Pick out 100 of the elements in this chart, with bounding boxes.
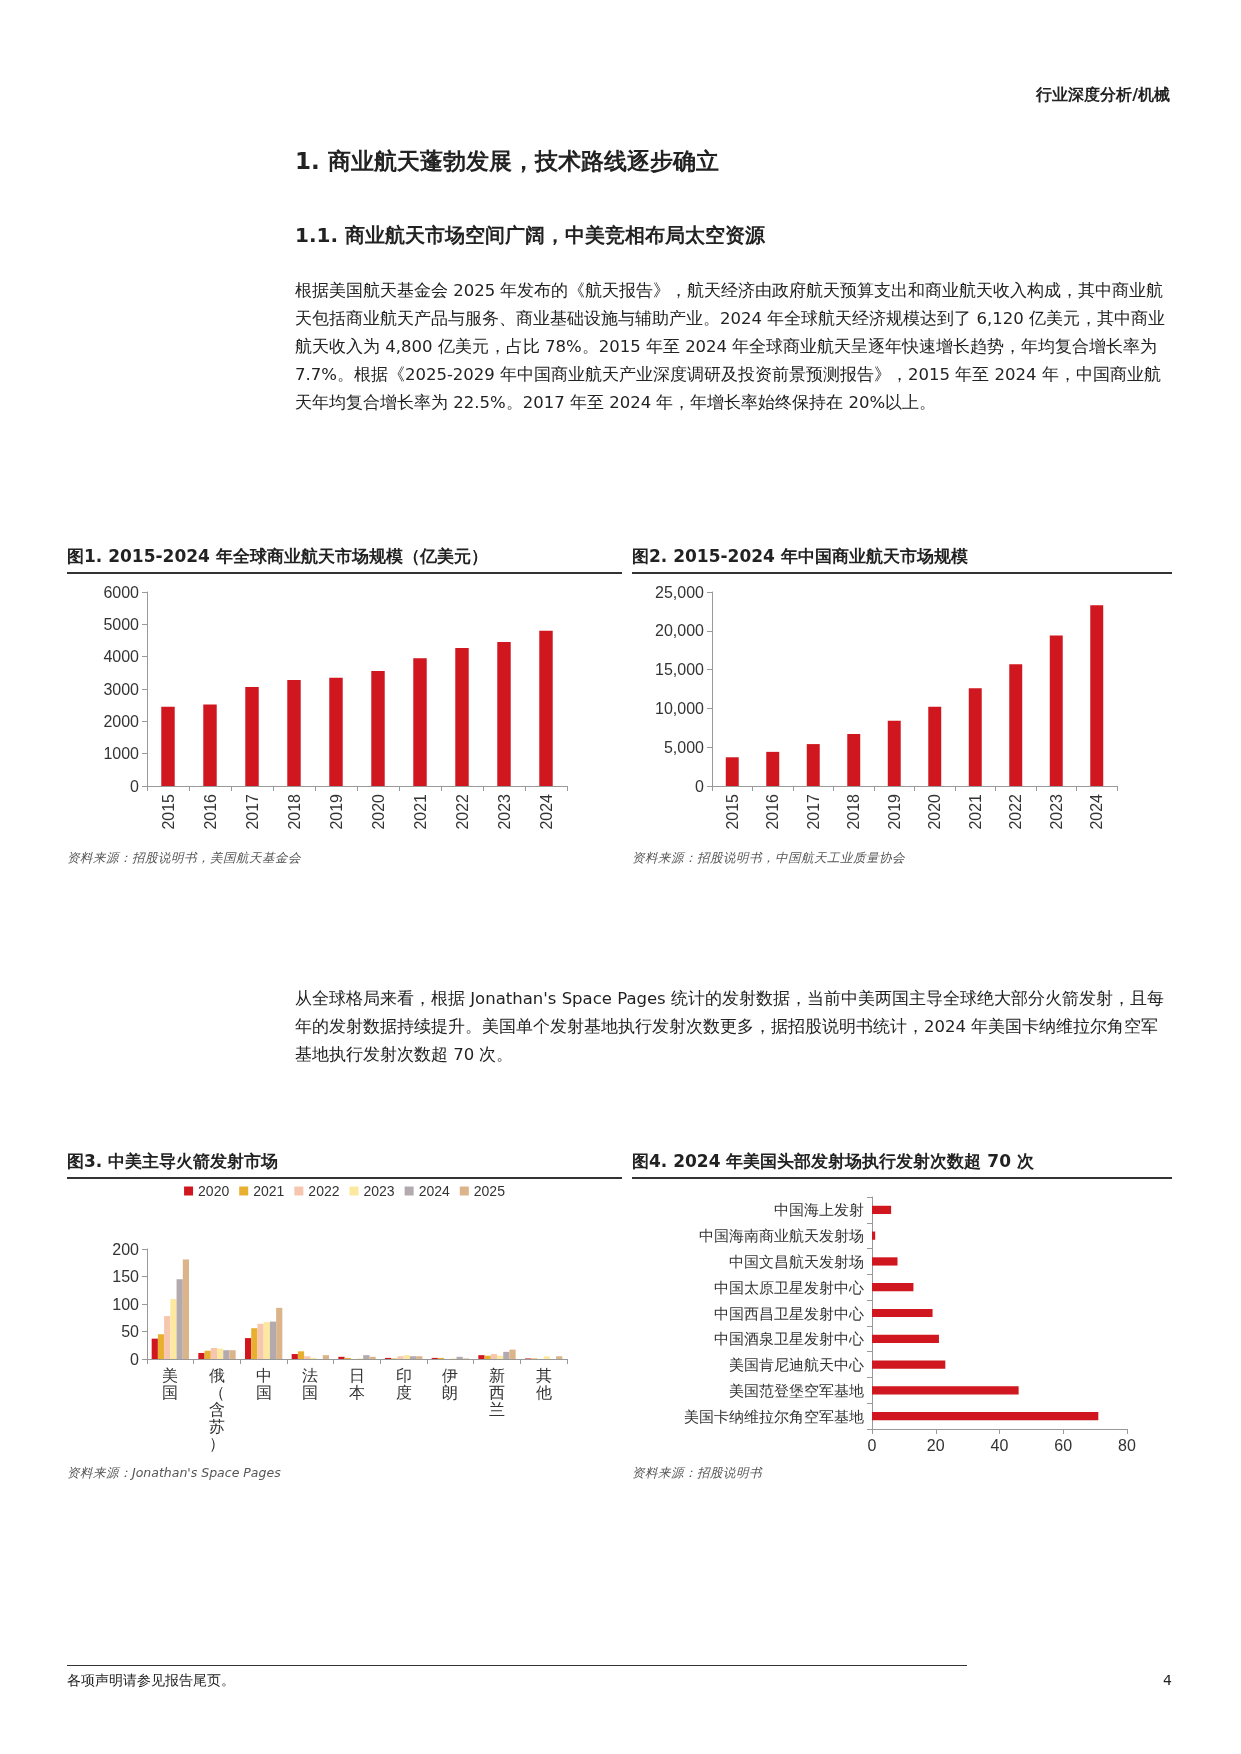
y-tick-label: 美国卡纳维拉尔角空军基地 [684,1407,864,1425]
bar [872,1308,933,1318]
legend-label: 2020 [198,1183,230,1199]
y-tick-label: 20,000 [655,622,705,640]
y-tick-label: 3000 [103,680,140,698]
y-tick-label: 200 [112,1240,140,1258]
x-tick-label: 2016 [201,793,219,830]
bar [245,1338,252,1359]
text: 1. 商业航天蓬勃发展，技术路线逐步确立 [295,147,720,176]
text: 资料来源：招股说明书 [632,1464,764,1482]
y-tick-label: 25,000 [655,583,705,601]
y-tick-label: 美国范登堡空军基地 [729,1381,864,1399]
bar [291,1354,298,1359]
bar [413,658,427,786]
x-tick-label: 2018 [285,793,303,830]
y-tick-label: 6000 [103,583,140,601]
y-tick-label: 150 [112,1268,140,1285]
bar [338,1356,345,1359]
bar [847,734,861,786]
bar [210,1348,217,1359]
bar [497,642,511,786]
bar [217,1348,224,1359]
x-tick-label: 俄（含苏） [209,1367,225,1452]
y-tick-label: 0 [130,1350,140,1368]
bar [251,1328,258,1359]
chart-title: 图1. 2015-2024 年全球商业航天市场规模（亿美元） [67,545,622,574]
bar [478,1355,485,1359]
bar [872,1231,876,1240]
y-tick-label: 中国太原卫星发射中心 [714,1278,864,1296]
x-tick-label: 2024 [537,793,555,830]
chart-title: 图2. 2015-2024 年中国商业航天市场规模 [632,545,1172,574]
bar [329,677,343,786]
x-tick-label: 20 [926,1436,945,1454]
bar [151,1338,158,1359]
bar [455,647,469,786]
bar [872,1257,898,1266]
y-tick-label: 美国肯尼迪航天中心 [729,1356,864,1374]
bar [409,1356,417,1359]
x-tick-label: 2015 [723,793,741,830]
bar [416,1356,423,1359]
y-tick-label: 中国西昌卫星发射中心 [714,1304,864,1322]
bar [725,757,739,786]
x-tick-label: 2022 [1007,793,1025,830]
y-tick-label: 0 [130,777,140,795]
text: 行业深度分析/机械 [1035,85,1170,106]
bar [363,1355,370,1359]
x-tick-label: 法国 [302,1367,319,1401]
bar [766,751,780,786]
bar [170,1299,177,1359]
y-tick-label: 中国海上发射 [774,1201,864,1219]
bar [872,1360,946,1369]
y-tick-label: 0 [695,777,705,795]
y-tick-label: 中国酒泉卫星发射中心 [714,1330,864,1348]
x-tick-label: 新西兰 [489,1367,505,1418]
x-tick-label: 2021 [966,793,984,830]
bar [872,1411,1099,1421]
legend-label: 2023 [363,1183,395,1199]
x-tick-label: 美国 [162,1367,179,1401]
bar [182,1259,189,1359]
bar [1049,635,1063,786]
bar [397,1356,404,1359]
text: 4 [1163,1672,1172,1688]
x-tick-label: 中国 [255,1367,272,1401]
text: 资料来源：招股说明书，美国航天基金会 [67,849,302,867]
text: 资料来源：招股说明书，中国航天工业质量协会 [632,849,906,867]
x-tick-label: 日本 [349,1367,365,1401]
bar [304,1356,311,1359]
y-tick-label: 1000 [103,745,140,763]
chart-title: 图3. 中美主导火箭发射市场 [67,1150,622,1179]
x-tick-label: 2024 [1088,793,1106,830]
bar [297,1351,305,1359]
bar [276,1307,283,1359]
bar [872,1386,1019,1395]
x-tick-label: 2019 [327,793,345,830]
bar [887,720,901,786]
bar [490,1354,497,1359]
y-tick-label: 5000 [103,615,140,633]
x-tick-label: 2017 [243,793,261,830]
y-tick-label: 50 [121,1323,140,1340]
bar [509,1349,516,1359]
bar [204,1350,211,1359]
x-tick-label: 0 [867,1436,877,1454]
bar [403,1355,410,1359]
y-tick-label: 5,000 [663,738,705,756]
bar [269,1321,277,1359]
x-tick-label: 2023 [495,793,513,830]
text: 资料来源：Jonathan's Space Pages [67,1464,282,1482]
y-tick-label: 10,000 [655,699,705,717]
bar [245,687,259,786]
x-tick-label: 2016 [764,793,782,830]
y-tick-label: 2000 [103,712,140,730]
bar [198,1352,205,1359]
bar [928,706,942,786]
bar [872,1205,892,1215]
bar [164,1316,171,1359]
bar [176,1279,183,1359]
x-tick-label: 80 [1118,1436,1136,1454]
bar [322,1355,329,1359]
y-tick-label: 100 [112,1295,140,1313]
x-tick-label: 其他 [535,1367,552,1401]
